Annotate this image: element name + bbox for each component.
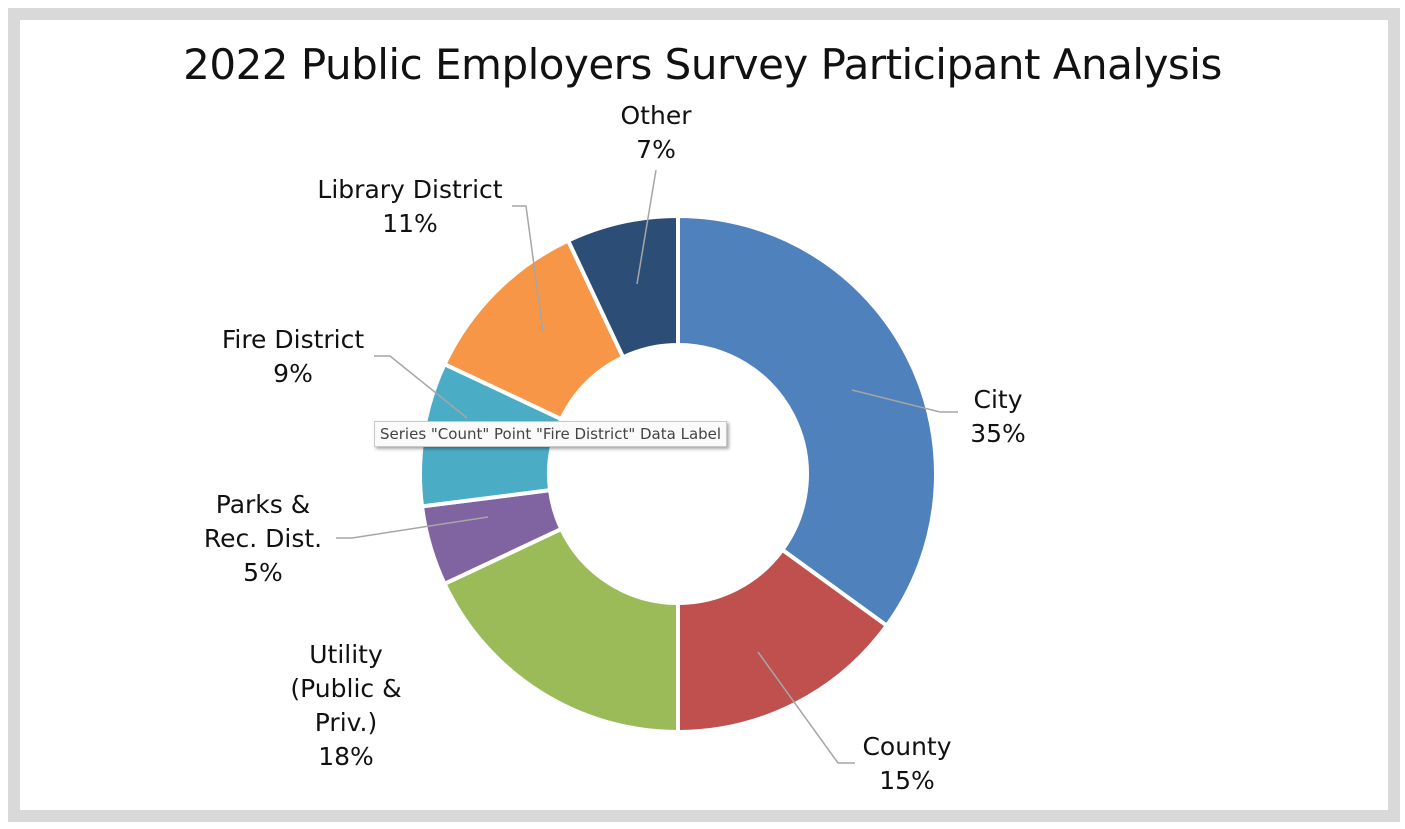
data-label-percent: 5% xyxy=(243,558,283,587)
data-label[interactable]: Parks & Rec. Dist. 5% xyxy=(204,488,322,590)
data-label-percent: 7% xyxy=(636,135,676,164)
data-label-category: Fire District xyxy=(221,325,365,354)
leader-line xyxy=(851,389,958,413)
donut-slice-utility-public-priv[interactable] xyxy=(441,526,680,735)
data-label-tooltip: Series "Count" Point "Fire District" Dat… xyxy=(374,421,728,447)
data-label-percent: 9% xyxy=(273,359,313,388)
data-label[interactable]: Other 7% xyxy=(621,99,692,167)
leader-line xyxy=(512,205,544,333)
donut-slice-other[interactable] xyxy=(565,213,680,360)
data-label[interactable]: City 35% xyxy=(970,383,1026,451)
data-label-percent: 11% xyxy=(382,209,438,238)
data-label[interactable]: County 15% xyxy=(862,730,951,798)
leader-line xyxy=(757,651,855,764)
data-label[interactable]: Library District 11% xyxy=(317,173,502,241)
data-label-category: City xyxy=(973,385,1023,414)
leader-line xyxy=(336,516,489,539)
donut-slice-county[interactable] xyxy=(676,547,890,735)
data-label-category: Parks & xyxy=(215,490,311,519)
data-label-category: Library District xyxy=(317,175,503,204)
leader-line xyxy=(636,169,657,285)
data-label-percent: 15% xyxy=(879,766,935,795)
leader-line xyxy=(374,355,468,419)
data-label-category: County xyxy=(862,732,952,761)
data-label[interactable]: Fire District 9% xyxy=(222,323,364,391)
data-label-category: Other xyxy=(620,101,692,130)
data-label[interactable]: Utility (Public & Priv.) 18% xyxy=(290,638,401,774)
data-label-category: (Public & xyxy=(290,674,402,703)
data-label-percent: 35% xyxy=(970,419,1026,448)
data-label-category: Priv.) xyxy=(314,708,378,737)
chart-title[interactable]: 2022 Public Employers Survey Participant… xyxy=(183,40,1222,89)
data-label-category: Rec. Dist. xyxy=(203,524,323,553)
data-label-percent: 18% xyxy=(318,742,374,771)
data-label-category: Utility xyxy=(309,640,383,669)
donut-slice-city[interactable] xyxy=(676,213,938,629)
